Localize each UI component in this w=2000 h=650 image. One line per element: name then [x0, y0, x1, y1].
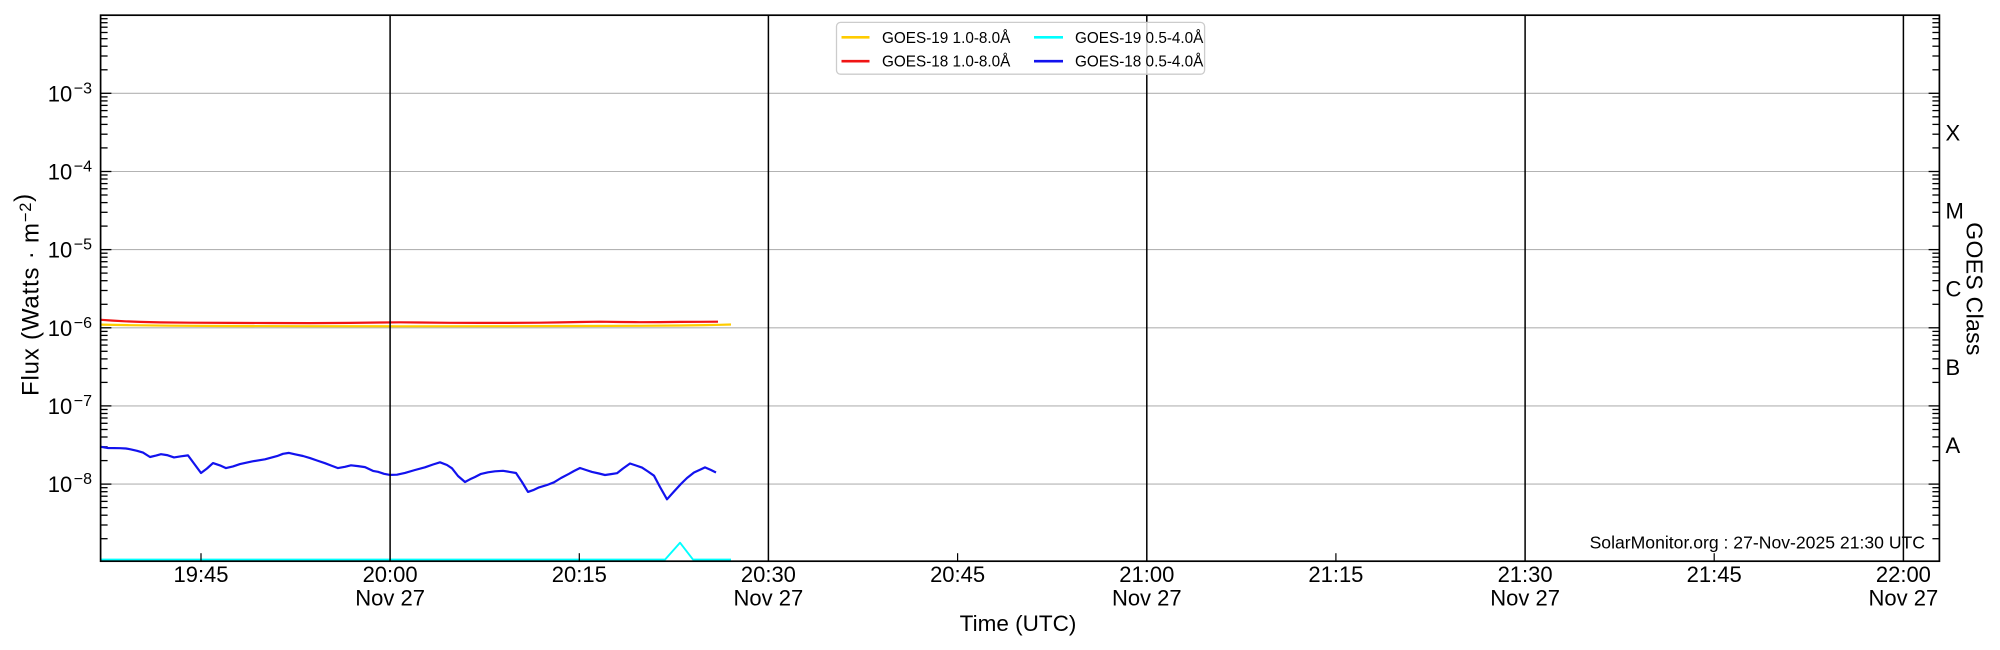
svg-text:Nov 27: Nov 27 — [355, 586, 425, 611]
svg-text:21:15: 21:15 — [1308, 562, 1363, 587]
svg-text:X: X — [1946, 120, 1961, 145]
svg-text:21:30: 21:30 — [1498, 562, 1553, 587]
svg-text:A: A — [1946, 433, 1961, 458]
svg-text:Nov 27: Nov 27 — [1112, 586, 1182, 611]
svg-text:Nov 27: Nov 27 — [1869, 586, 1939, 611]
svg-text:20:45: 20:45 — [930, 562, 985, 587]
svg-text:20:00: 20:00 — [363, 562, 418, 587]
svg-text:20:30: 20:30 — [741, 562, 796, 587]
svg-text:GOES-19 0.5-4.0Å: GOES-19 0.5-4.0Å — [1075, 30, 1204, 47]
svg-text:21:45: 21:45 — [1687, 562, 1742, 587]
svg-text:21:00: 21:00 — [1119, 562, 1174, 587]
svg-text:GOES-18 1.0-8.0Å: GOES-18 1.0-8.0Å — [882, 54, 1011, 71]
svg-text:10−7: 10−7 — [48, 393, 92, 419]
svg-text:19:45: 19:45 — [173, 562, 228, 587]
svg-text:20:15: 20:15 — [552, 562, 607, 587]
svg-text:B: B — [1946, 355, 1961, 380]
svg-text:Time (UTC): Time (UTC) — [960, 611, 1077, 636]
svg-text:22:00: 22:00 — [1876, 562, 1931, 587]
svg-text:GOES-18 0.5-4.0Å: GOES-18 0.5-4.0Å — [1075, 54, 1204, 71]
svg-text:C: C — [1946, 277, 1962, 302]
svg-text:GOES Class: GOES Class — [1961, 222, 1987, 355]
svg-text:GOES-19 1.0-8.0Å: GOES-19 1.0-8.0Å — [882, 30, 1011, 47]
svg-text:M: M — [1946, 199, 1964, 224]
svg-text:Nov 27: Nov 27 — [1490, 586, 1560, 611]
svg-text:SolarMonitor.org : 27-Nov-2025: SolarMonitor.org : 27-Nov-2025 21:30 UTC — [1590, 533, 1926, 553]
svg-text:Nov 27: Nov 27 — [734, 586, 804, 611]
